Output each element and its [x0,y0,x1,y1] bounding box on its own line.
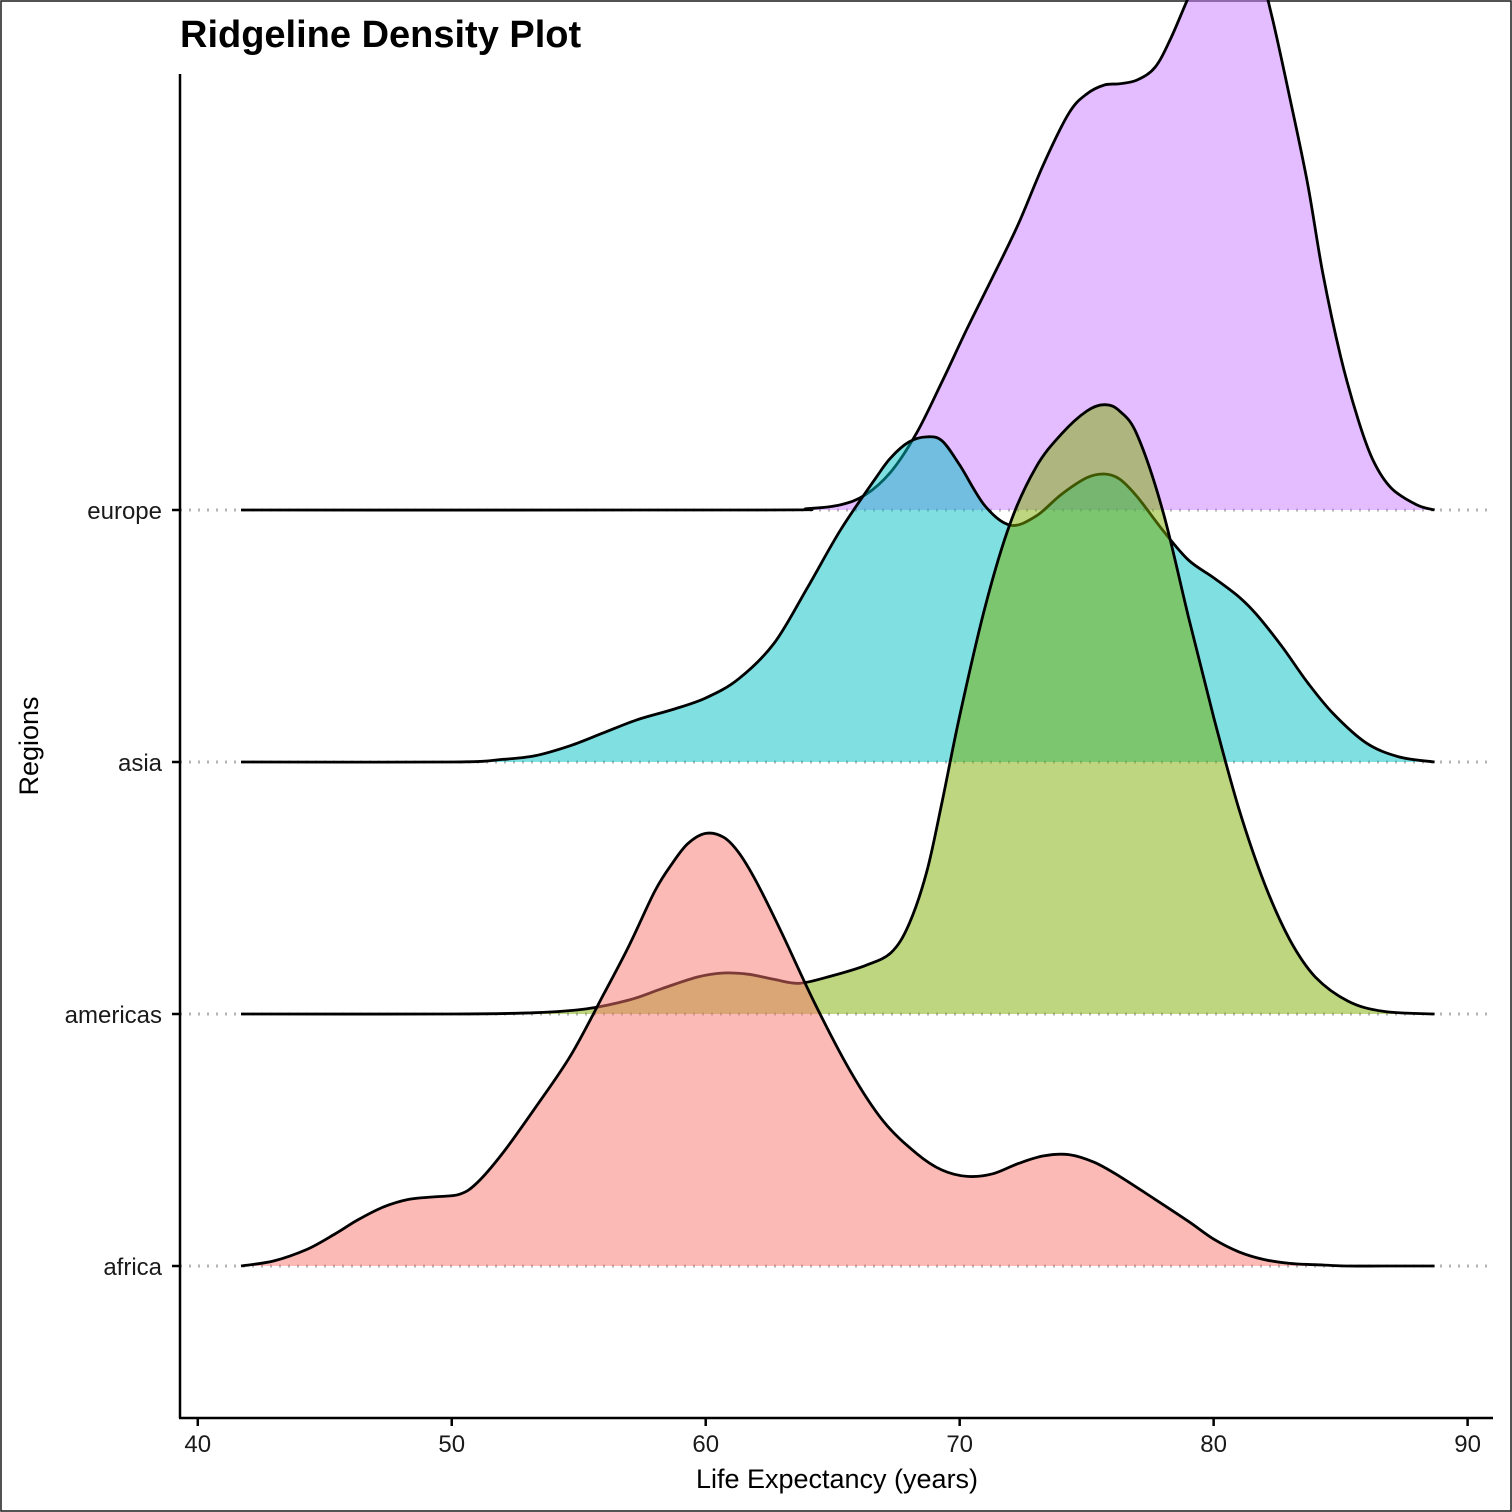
y-tick-label-asia: asia [118,750,163,777]
density-ridges [240,0,1436,1268]
x-tick-label-90: 90 [1454,1431,1481,1458]
ridge-africa [240,831,1435,1268]
ridge-fill-europe [241,0,1435,511]
y-tick-label-africa: africa [103,1254,162,1281]
x-tick-label-60: 60 [692,1431,719,1458]
ridge-outline-asia [240,435,1435,764]
y-axis-ticks: africa americas asia europe [65,498,180,1281]
y-axis-title: Regions [14,696,44,795]
ridge-fill-americas [241,404,1435,1015]
y-tick-label-europe: europe [87,498,162,525]
x-tick-label-70: 70 [946,1431,973,1458]
y-tick-label-americas: americas [65,1002,162,1029]
x-tick-label-50: 50 [438,1431,465,1458]
x-tick-label-40: 40 [184,1431,211,1458]
x-tick-label-80: 80 [1200,1431,1227,1458]
x-axis-ticks: 40 50 60 70 80 90 [184,1418,1481,1458]
chart-title: Ridgeline Density Plot [180,14,582,56]
ridge-outline-africa [240,831,1435,1268]
x-axis-title: Life Expectancy (years) [696,1464,978,1494]
